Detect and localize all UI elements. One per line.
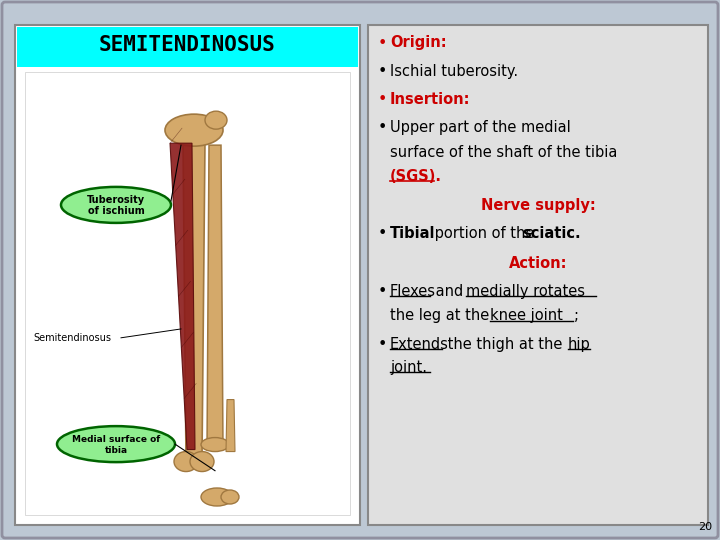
Ellipse shape (61, 187, 171, 223)
Text: •: • (378, 226, 387, 241)
Text: Extends: Extends (390, 336, 449, 352)
Text: portion of the: portion of the (430, 226, 539, 241)
FancyBboxPatch shape (17, 27, 358, 67)
Text: Flexes: Flexes (390, 284, 436, 299)
Text: the leg at the: the leg at the (390, 308, 494, 323)
FancyBboxPatch shape (15, 25, 360, 525)
Ellipse shape (165, 114, 223, 146)
FancyBboxPatch shape (368, 25, 708, 525)
Text: hip: hip (568, 336, 590, 352)
Text: knee joint: knee joint (490, 308, 563, 323)
Text: 20: 20 (698, 522, 712, 532)
Text: •: • (378, 336, 387, 352)
Text: tibia: tibia (104, 446, 127, 455)
Polygon shape (226, 400, 235, 451)
Text: •: • (378, 92, 387, 107)
Text: Upper part of the medial: Upper part of the medial (390, 120, 571, 136)
Text: ;: ; (574, 308, 579, 323)
Ellipse shape (205, 111, 227, 129)
Ellipse shape (174, 451, 198, 471)
Text: Origin:: Origin: (390, 36, 446, 51)
Text: Tuberosity: Tuberosity (87, 195, 145, 205)
Polygon shape (183, 140, 205, 460)
Text: Semitendinosus: Semitendinosus (33, 333, 111, 343)
Text: of ischium: of ischium (88, 206, 145, 216)
Text: SEMITENDINOSUS: SEMITENDINOSUS (99, 35, 276, 55)
Text: •: • (378, 64, 387, 79)
Polygon shape (170, 143, 195, 450)
Text: joint.: joint. (390, 360, 427, 375)
FancyBboxPatch shape (25, 72, 350, 515)
Ellipse shape (221, 490, 239, 504)
Text: •: • (378, 36, 387, 51)
Text: and: and (431, 284, 468, 299)
Text: Action:: Action: (509, 255, 567, 271)
Text: surface of the shaft of the tibia: surface of the shaft of the tibia (390, 145, 617, 160)
Text: •: • (378, 284, 387, 299)
Text: •: • (378, 120, 387, 136)
Ellipse shape (57, 426, 175, 462)
Text: Ischial tuberosity.: Ischial tuberosity. (390, 64, 518, 79)
Ellipse shape (201, 488, 233, 506)
Text: Tibial: Tibial (390, 226, 436, 241)
Text: Insertion:: Insertion: (390, 92, 470, 107)
Text: Nerve supply:: Nerve supply: (481, 198, 595, 213)
Text: medially rotates: medially rotates (466, 284, 585, 299)
Ellipse shape (190, 451, 214, 471)
Text: sciatic.: sciatic. (522, 226, 580, 241)
Polygon shape (207, 145, 223, 450)
Text: (SGS).: (SGS). (390, 168, 442, 184)
Text: Medial surface of: Medial surface of (72, 435, 160, 444)
Text: the thigh at the: the thigh at the (443, 336, 567, 352)
Ellipse shape (201, 437, 229, 451)
